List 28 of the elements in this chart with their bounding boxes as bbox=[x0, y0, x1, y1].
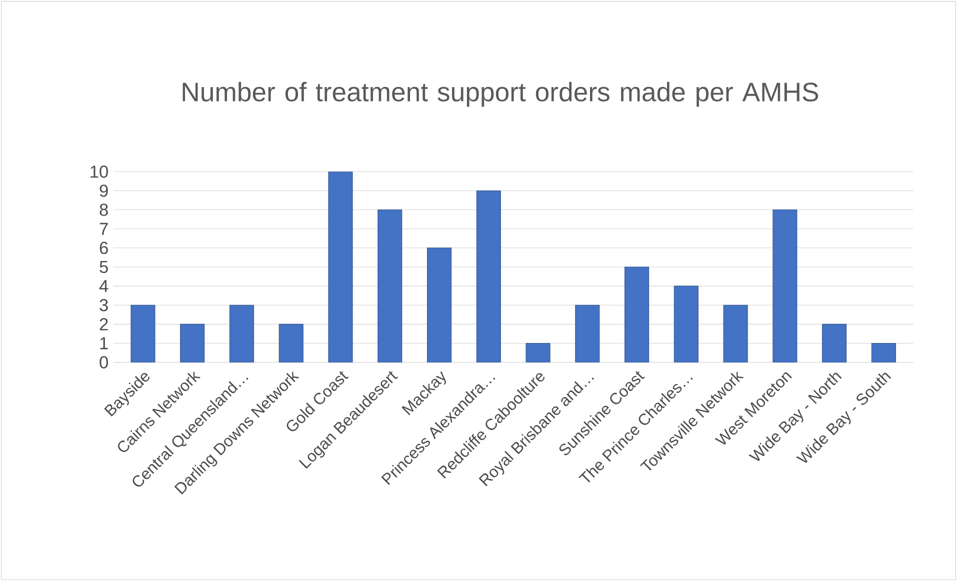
bar bbox=[871, 342, 896, 362]
y-tick-label: 9 bbox=[100, 184, 108, 197]
bar bbox=[822, 324, 847, 362]
bar bbox=[624, 266, 650, 362]
y-tick-label: 5 bbox=[100, 260, 108, 274]
y-tick-label: 6 bbox=[100, 242, 108, 254]
y-tick-label: 1 bbox=[100, 337, 108, 350]
chart-title: Number of treatment support orders made per AMHS bbox=[182, 82, 818, 107]
bar bbox=[278, 324, 304, 362]
bar bbox=[328, 172, 353, 362]
bar bbox=[426, 248, 452, 362]
y-tick-label: 7 bbox=[100, 222, 108, 235]
bar bbox=[674, 286, 698, 362]
y-tick-label: 3 bbox=[100, 298, 108, 312]
y-tick-label: 0 bbox=[100, 356, 108, 368]
bar bbox=[476, 190, 501, 362]
bar bbox=[526, 342, 550, 362]
y-tick-label: 2 bbox=[100, 318, 108, 330]
y-tick-label: 4 bbox=[99, 280, 108, 292]
bar bbox=[575, 304, 600, 362]
bar bbox=[180, 324, 205, 362]
bar bbox=[723, 304, 748, 362]
bar bbox=[772, 210, 798, 362]
bar bbox=[229, 304, 254, 362]
bar bbox=[130, 304, 156, 362]
bar bbox=[378, 210, 402, 362]
y-tick-label: 10 bbox=[90, 166, 108, 178]
y-tick-label: 8 bbox=[100, 204, 108, 216]
